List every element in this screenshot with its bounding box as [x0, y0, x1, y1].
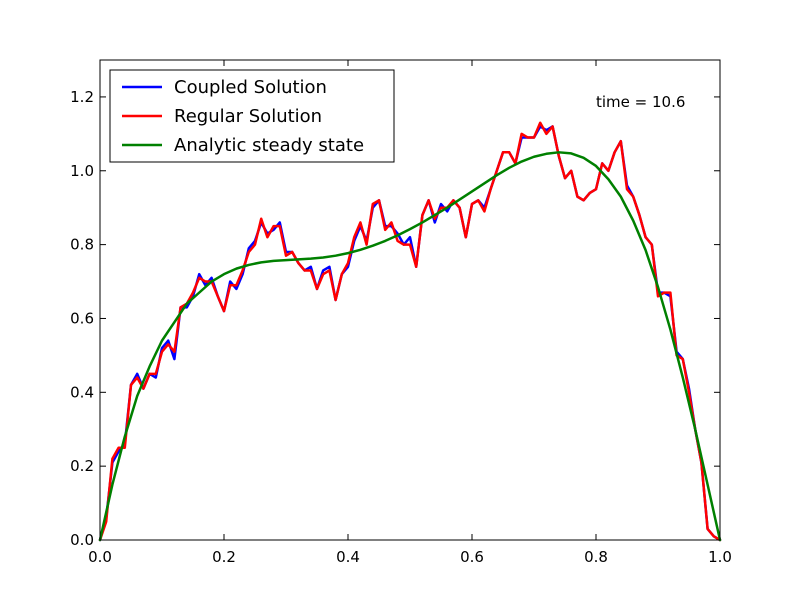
- series-layer: [98, 121, 722, 542]
- ticks-layer: 0.0 0.2 0.4 0.6 0.8 1.0 0.0 0.2 0.4 0.6 0.8 1.0 1.2: [70, 60, 732, 566]
- x-tick-label: 0.0: [88, 548, 112, 566]
- y-tick-label: 0.6: [70, 309, 94, 327]
- y-tick-label: 1.2: [70, 88, 94, 106]
- time-annotation: time = 10.6: [596, 93, 685, 111]
- legend-label-regular-solution: Regular Solution: [174, 106, 322, 127]
- x-tick-label: 0.8: [584, 548, 608, 566]
- legend: Coupled Solution Regular Solution Analytic…: [109, 69, 395, 163]
- y-tick-label: 0.4: [70, 383, 94, 401]
- x-tick-label: 0.2: [212, 548, 236, 566]
- plot-frame: [99, 59, 721, 541]
- series-line-regular-solution: [98, 121, 722, 542]
- legend-label-coupled-solution: Coupled Solution: [174, 77, 327, 98]
- x-tick-label: 0.6: [460, 548, 484, 566]
- x-tick-label: 0.4: [336, 548, 360, 566]
- y-tick-label: 0.2: [70, 457, 94, 475]
- series-line-analytic-steady-state: [98, 151, 722, 542]
- legend-label-analytic-steady-state: Analytic steady state: [174, 135, 364, 156]
- y-tick-label: 0.0: [70, 531, 94, 549]
- y-tick-label: 1.0: [70, 162, 94, 180]
- x-tick-label: 1.0: [708, 548, 732, 566]
- y-tick-label: 0.8: [70, 236, 94, 254]
